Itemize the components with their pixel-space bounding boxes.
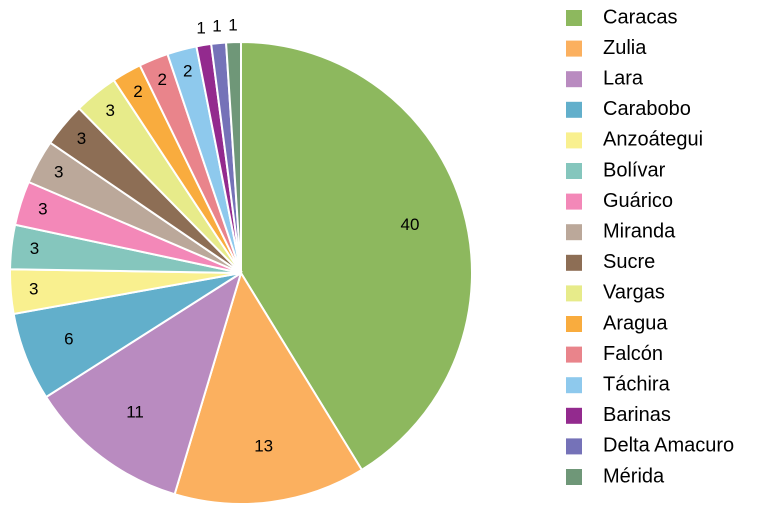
legend-label: Anzoátegui (603, 129, 703, 151)
legend-label: Aragua (603, 312, 668, 334)
data-label: 13 (254, 437, 273, 456)
data-label: 3 (38, 200, 47, 219)
legend-label: Zulia (603, 37, 647, 59)
data-label: 1 (196, 19, 205, 38)
legend-swatch (566, 469, 582, 485)
legend-label: Falcón (603, 343, 663, 365)
legend-swatch (566, 163, 582, 179)
data-label: 3 (106, 101, 115, 120)
data-label: 3 (54, 162, 63, 181)
data-label: 11 (126, 402, 144, 421)
legend-swatch (566, 377, 582, 394)
legend-label: Táchira (603, 373, 671, 395)
legend-swatch (566, 40, 582, 57)
legend-label: Guárico (603, 190, 673, 212)
legend-label: Caracas (603, 6, 677, 28)
legend-swatch (566, 101, 582, 118)
pie-slice (44, 270, 243, 496)
legend-swatch (566, 407, 582, 424)
legend-swatch (566, 224, 582, 241)
data-label: 3 (29, 279, 38, 298)
pie-slice (173, 270, 364, 505)
data-label: 40 (400, 215, 419, 234)
legend-label: Lara (603, 67, 644, 89)
legend-swatch (566, 71, 582, 88)
data-label: 6 (64, 330, 73, 349)
data-label: 2 (133, 82, 142, 101)
legend-label: Barinas (603, 404, 671, 426)
legend-label: Miranda (603, 220, 676, 242)
legend-swatch (566, 10, 582, 26)
legend-label: Bolívar (603, 159, 666, 181)
pie-slice (240, 40, 473, 472)
legend-swatch (566, 285, 582, 302)
legend-label: Vargas (603, 282, 665, 304)
data-label: 2 (183, 62, 192, 81)
pie-slice (224, 40, 242, 274)
data-label: 1 (212, 16, 221, 35)
data-label: 2 (157, 70, 166, 89)
legend-label: Carabobo (603, 98, 691, 120)
legend-swatch (566, 346, 582, 363)
legend-label: Sucre (603, 251, 655, 273)
legend-swatch (566, 254, 582, 271)
data-label: 1 (228, 15, 237, 34)
legend-swatch (566, 193, 582, 210)
legend-label: Mérida (603, 465, 665, 487)
data-label: 3 (77, 129, 86, 148)
legend-swatch (566, 438, 582, 455)
legend-swatch (566, 132, 582, 149)
legend-label: Delta Amacuro (603, 435, 734, 457)
legend-swatch (566, 316, 582, 332)
data-label: 3 (30, 239, 39, 258)
